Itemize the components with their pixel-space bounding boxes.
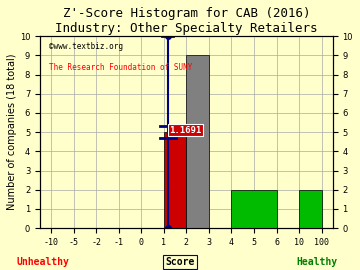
Bar xyxy=(186,55,209,228)
Bar xyxy=(231,190,276,228)
Bar xyxy=(299,190,321,228)
Text: 1.1691: 1.1691 xyxy=(170,126,202,135)
Y-axis label: Number of companies (18 total): Number of companies (18 total) xyxy=(7,54,17,210)
Title: Z'-Score Histogram for CAB (2016)
Industry: Other Specialty Retailers: Z'-Score Histogram for CAB (2016) Indust… xyxy=(55,7,318,35)
Text: Healthy: Healthy xyxy=(296,256,337,266)
Bar xyxy=(164,132,186,228)
Text: Score: Score xyxy=(165,256,195,266)
Text: Unhealthy: Unhealthy xyxy=(17,256,69,266)
Text: ©www.textbiz.org: ©www.textbiz.org xyxy=(49,42,123,51)
Text: The Research Foundation of SUNY: The Research Foundation of SUNY xyxy=(49,63,192,72)
